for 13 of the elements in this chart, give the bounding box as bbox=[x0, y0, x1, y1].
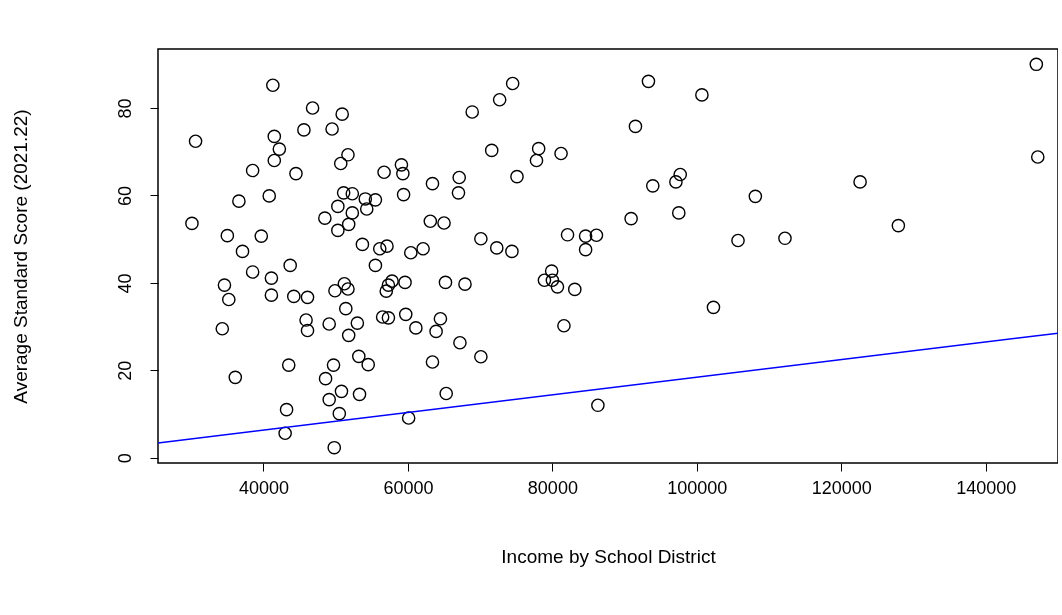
y-tick-label: 60 bbox=[114, 185, 135, 206]
x-tick-label: 100000 bbox=[667, 477, 728, 498]
x-tick-label: 140000 bbox=[956, 477, 1017, 498]
y-tick-label: 80 bbox=[114, 98, 135, 119]
y-tick-label: 0 bbox=[114, 453, 135, 464]
x-tick-label: 120000 bbox=[811, 477, 872, 498]
x-axis-title: Income by School District bbox=[501, 545, 717, 567]
x-tick-label: 80000 bbox=[527, 477, 578, 498]
y-tick-label: 40 bbox=[114, 273, 135, 294]
x-tick-label: 40000 bbox=[238, 477, 289, 498]
y-tick-label: 20 bbox=[114, 360, 135, 381]
x-tick-label: 60000 bbox=[383, 477, 434, 498]
y-axis-title: Average Standard Score (2021.22) bbox=[9, 109, 31, 404]
